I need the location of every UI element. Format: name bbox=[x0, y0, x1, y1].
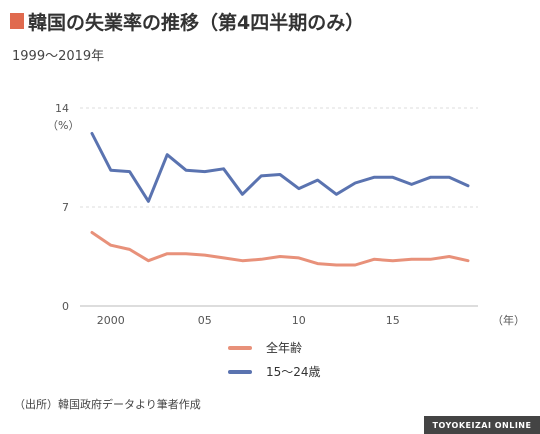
chart-subtitle: 1999～2019年 bbox=[12, 49, 105, 64]
legend-item-all-ages: 全年齢 bbox=[228, 339, 302, 356]
legend-item-youth: 15～24歳 bbox=[228, 363, 321, 380]
title-accent-square bbox=[10, 13, 24, 29]
title-row: 韓国の失業率の推移（第4四半期のみ） bbox=[10, 6, 364, 36]
x-unit-label: （年） bbox=[492, 313, 525, 327]
series-line-all-ages bbox=[90, 231, 470, 267]
x-tick-labels: 2000 05 10 15 bbox=[97, 314, 400, 327]
y-unit-label: （%） bbox=[47, 119, 79, 132]
x-tick-label: 05 bbox=[198, 314, 212, 327]
source-note: （出所）韓国政府データより筆者作成 bbox=[14, 398, 201, 411]
y-tick-label: 14 bbox=[55, 102, 69, 115]
legend-swatch-all-ages bbox=[228, 345, 252, 350]
series-line-youth bbox=[90, 132, 470, 203]
y-tick-label: 0 bbox=[62, 300, 69, 313]
brand-badge: TOYOKEIZAI ONLINE bbox=[424, 416, 540, 434]
y-tick-labels: 0 7 14 bbox=[55, 102, 69, 313]
x-tick-label: 15 bbox=[386, 314, 400, 327]
legend-label-youth: 15～24歳 bbox=[266, 365, 321, 379]
legend-label-all-ages: 全年齢 bbox=[266, 341, 303, 355]
grid-lines bbox=[80, 107, 478, 307]
chart-title: 韓国の失業率の推移（第4四半期のみ） bbox=[28, 11, 365, 34]
y-tick-label: 7 bbox=[62, 201, 69, 214]
legend-swatch-youth bbox=[228, 369, 252, 374]
line-chart: 0 7 14 （%） 2000 05 10 15 （年） bbox=[47, 102, 525, 327]
x-tick-label: 10 bbox=[292, 314, 306, 327]
x-tick-label: 2000 bbox=[97, 314, 125, 327]
series-lines bbox=[90, 132, 470, 267]
